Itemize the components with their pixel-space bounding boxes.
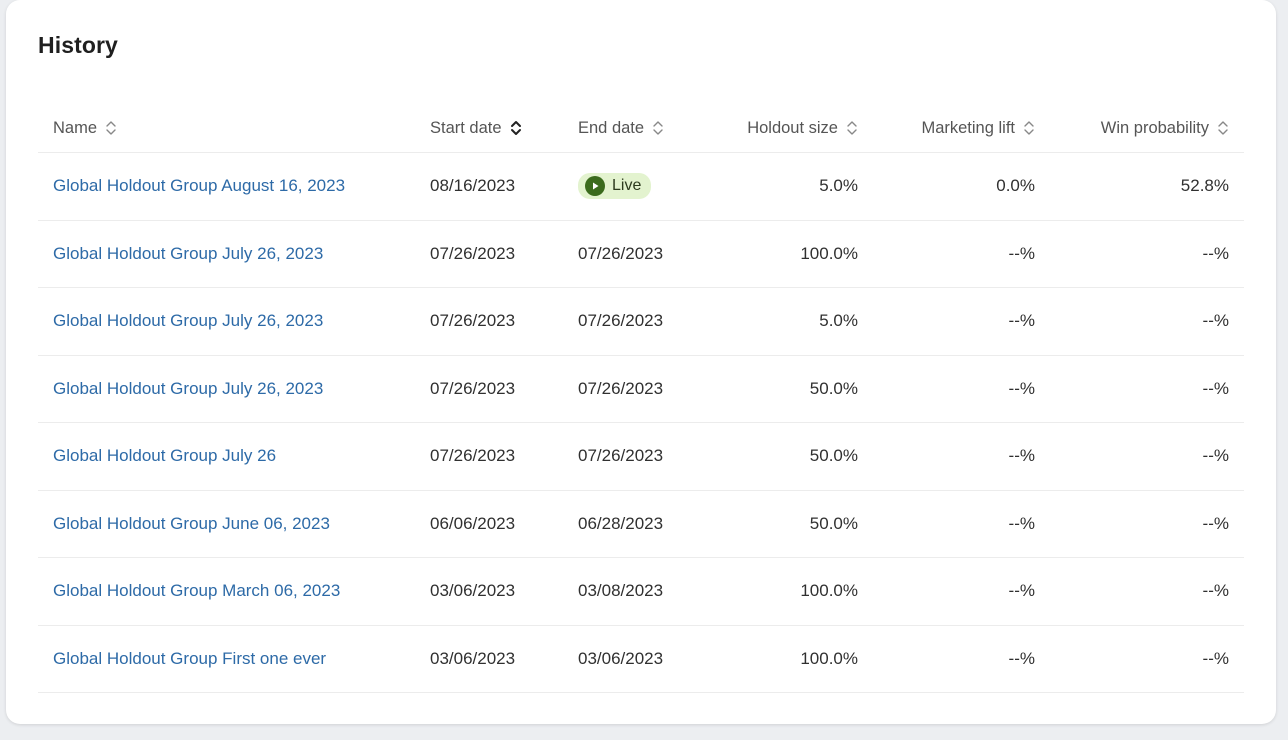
column-header-label: Win probability [1100, 118, 1209, 137]
column-header-start[interactable]: Start date [430, 100, 522, 152]
cell-start-date: 06/06/2023 [430, 513, 516, 533]
cell-win-probability: --% [1202, 446, 1229, 466]
cell-win-probability: 52.8% [1180, 176, 1229, 196]
sort-up-down-icon[interactable] [1217, 118, 1229, 138]
cell-start-date: 03/06/2023 [430, 581, 516, 601]
cell-win-probability: --% [1202, 648, 1229, 668]
column-header-label: End date [578, 118, 645, 137]
cell-marketing-lift: --% [1008, 378, 1035, 398]
sort-up-down-icon[interactable] [846, 118, 858, 138]
cell-name: Global Holdout Group July 26, 2023 [53, 221, 323, 288]
sort-up-down-icon[interactable] [1023, 118, 1035, 138]
cell-start-date: 07/26/2023 [430, 446, 516, 466]
cell-end-date: 07/26/2023 [578, 446, 664, 466]
cell-end-date: 03/08/2023 [578, 581, 664, 601]
holdout-group-link[interactable]: Global Holdout Group July 26, 2023 [53, 378, 324, 398]
cell-start-date: 08/16/2023 [430, 176, 516, 196]
cell-end-date: 07/26/2023 [578, 378, 664, 398]
history-card: History Name Start date End date Holdout si… [6, 0, 1276, 724]
cell-marketing-lift: --% [1008, 311, 1035, 331]
history-table: Name Start date End date Holdout size Market… [38, 100, 1244, 693]
cell-win-probability: --% [1202, 243, 1229, 263]
column-header-name[interactable]: Name [53, 100, 117, 152]
page-title: History [38, 32, 118, 58]
cell-holdout-size: 50.0% [809, 446, 858, 466]
sort-up-down-icon[interactable] [652, 118, 664, 138]
holdout-group-link[interactable]: Global Holdout Group August 16, 2023 [53, 176, 346, 196]
cell-win-probability: --% [1202, 311, 1229, 331]
cell-end-date: 07/26/2023 [578, 243, 664, 263]
table-row: Global Holdout Group July 26, 2023 07/26/… [38, 221, 1244, 288]
cell-name: Global Holdout Group July 26, 2023 [53, 356, 323, 423]
cell-win-probability: --% [1202, 378, 1229, 398]
cell-name: Global Holdout Group July 26 [53, 423, 276, 490]
cell-name: Global Holdout Group March 06, 2023 [53, 558, 340, 625]
column-header-label: Start date [430, 118, 502, 137]
cell-holdout-size: 100.0% [800, 648, 858, 668]
cell-holdout-size: 5.0% [819, 176, 858, 196]
cell-marketing-lift: 0.0% [996, 176, 1035, 196]
table-row: Global Holdout Group June 06, 2023 06/06/… [38, 491, 1244, 558]
column-header-lift[interactable]: Marketing lift [878, 100, 1035, 152]
cell-start-date: 03/06/2023 [430, 648, 516, 668]
holdout-group-link[interactable]: Global Holdout Group July 26, 2023 [53, 243, 324, 263]
cell-end-date: 06/28/2023 [578, 513, 664, 533]
live-status-badge: Live [578, 173, 652, 200]
cell-win-probability: --% [1202, 581, 1229, 601]
column-header-end[interactable]: End date [578, 100, 664, 152]
cell-marketing-lift: --% [1008, 513, 1035, 533]
table-row: Global Holdout Group March 06, 2023 03/06… [38, 558, 1244, 626]
holdout-group-link[interactable]: Global Holdout Group July 26, 2023 [53, 311, 324, 331]
cell-holdout-size: 50.0% [809, 378, 858, 398]
cell-name: Global Holdout Group First one ever [53, 626, 326, 693]
table-row: Global Holdout Group July 26, 2023 07/26/… [38, 356, 1244, 423]
table-header-row: Name Start date End date Holdout size Market… [38, 100, 1244, 153]
cell-end-date: 07/26/2023 [578, 311, 664, 331]
cell-holdout-size: 5.0% [819, 311, 858, 331]
cell-start-date: 07/26/2023 [430, 311, 516, 331]
sort-up-down-icon[interactable] [510, 118, 522, 138]
cell-end-date: 03/06/2023 [578, 648, 664, 668]
cell-holdout-size: 50.0% [809, 513, 858, 533]
sort-up-down-icon[interactable] [105, 118, 117, 138]
cell-marketing-lift: --% [1008, 648, 1035, 668]
cell-end-date: Live [578, 153, 652, 220]
cell-holdout-size: 100.0% [800, 243, 858, 263]
holdout-group-link[interactable]: Global Holdout Group July 26 [53, 446, 277, 466]
column-header-label: Name [53, 118, 98, 137]
holdout-group-link[interactable]: Global Holdout Group First one ever [53, 648, 327, 668]
table-row: Global Holdout Group First one ever 03/06… [38, 626, 1244, 693]
cell-marketing-lift: --% [1008, 243, 1035, 263]
column-header-holdout[interactable]: Holdout size [698, 100, 858, 152]
live-label: Live [612, 177, 642, 195]
cell-name: Global Holdout Group June 06, 2023 [53, 491, 330, 558]
cell-win-probability: --% [1202, 513, 1229, 533]
play-circle-icon [585, 176, 605, 197]
table-row: Global Holdout Group July 26 07/26/2023 07… [38, 423, 1244, 491]
cell-start-date: 07/26/2023 [430, 243, 516, 263]
table-row: Global Holdout Group July 26, 2023 07/26/… [38, 288, 1244, 356]
cell-marketing-lift: --% [1008, 581, 1035, 601]
cell-start-date: 07/26/2023 [430, 378, 516, 398]
cell-holdout-size: 100.0% [800, 581, 858, 601]
holdout-group-link[interactable]: Global Holdout Group March 06, 2023 [53, 581, 341, 601]
holdout-group-link[interactable]: Global Holdout Group June 06, 2023 [53, 513, 330, 533]
cell-name: Global Holdout Group July 26, 2023 [53, 288, 323, 355]
column-header-label: Marketing lift [921, 118, 1015, 137]
cell-marketing-lift: --% [1008, 446, 1035, 466]
column-header-win[interactable]: Win probability [1048, 100, 1229, 152]
table-row: Global Holdout Group August 16, 2023 08/1… [38, 153, 1244, 221]
cell-name: Global Holdout Group August 16, 2023 [53, 153, 345, 220]
column-header-label: Holdout size [747, 118, 838, 137]
